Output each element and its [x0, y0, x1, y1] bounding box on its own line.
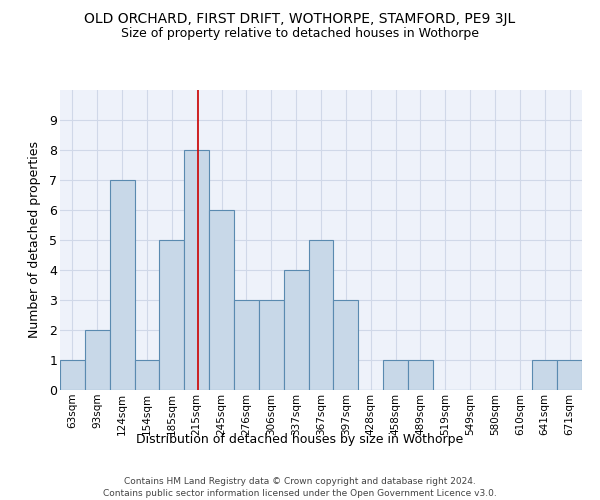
Bar — [184, 150, 209, 390]
Bar — [532, 360, 557, 390]
Text: Distribution of detached houses by size in Wothorpe: Distribution of detached houses by size … — [136, 432, 464, 446]
Bar — [85, 330, 110, 390]
Bar — [383, 360, 408, 390]
Bar — [308, 240, 334, 390]
Bar — [134, 360, 160, 390]
Bar — [110, 180, 134, 390]
Text: OLD ORCHARD, FIRST DRIFT, WOTHORPE, STAMFORD, PE9 3JL: OLD ORCHARD, FIRST DRIFT, WOTHORPE, STAM… — [85, 12, 515, 26]
Y-axis label: Number of detached properties: Number of detached properties — [28, 142, 41, 338]
Bar — [334, 300, 358, 390]
Bar — [557, 360, 582, 390]
Text: Contains public sector information licensed under the Open Government Licence v3: Contains public sector information licen… — [103, 489, 497, 498]
Bar — [259, 300, 284, 390]
Bar — [284, 270, 308, 390]
Bar — [408, 360, 433, 390]
Bar — [234, 300, 259, 390]
Bar — [160, 240, 184, 390]
Bar — [60, 360, 85, 390]
Text: Size of property relative to detached houses in Wothorpe: Size of property relative to detached ho… — [121, 28, 479, 40]
Bar — [209, 210, 234, 390]
Text: Contains HM Land Registry data © Crown copyright and database right 2024.: Contains HM Land Registry data © Crown c… — [124, 478, 476, 486]
